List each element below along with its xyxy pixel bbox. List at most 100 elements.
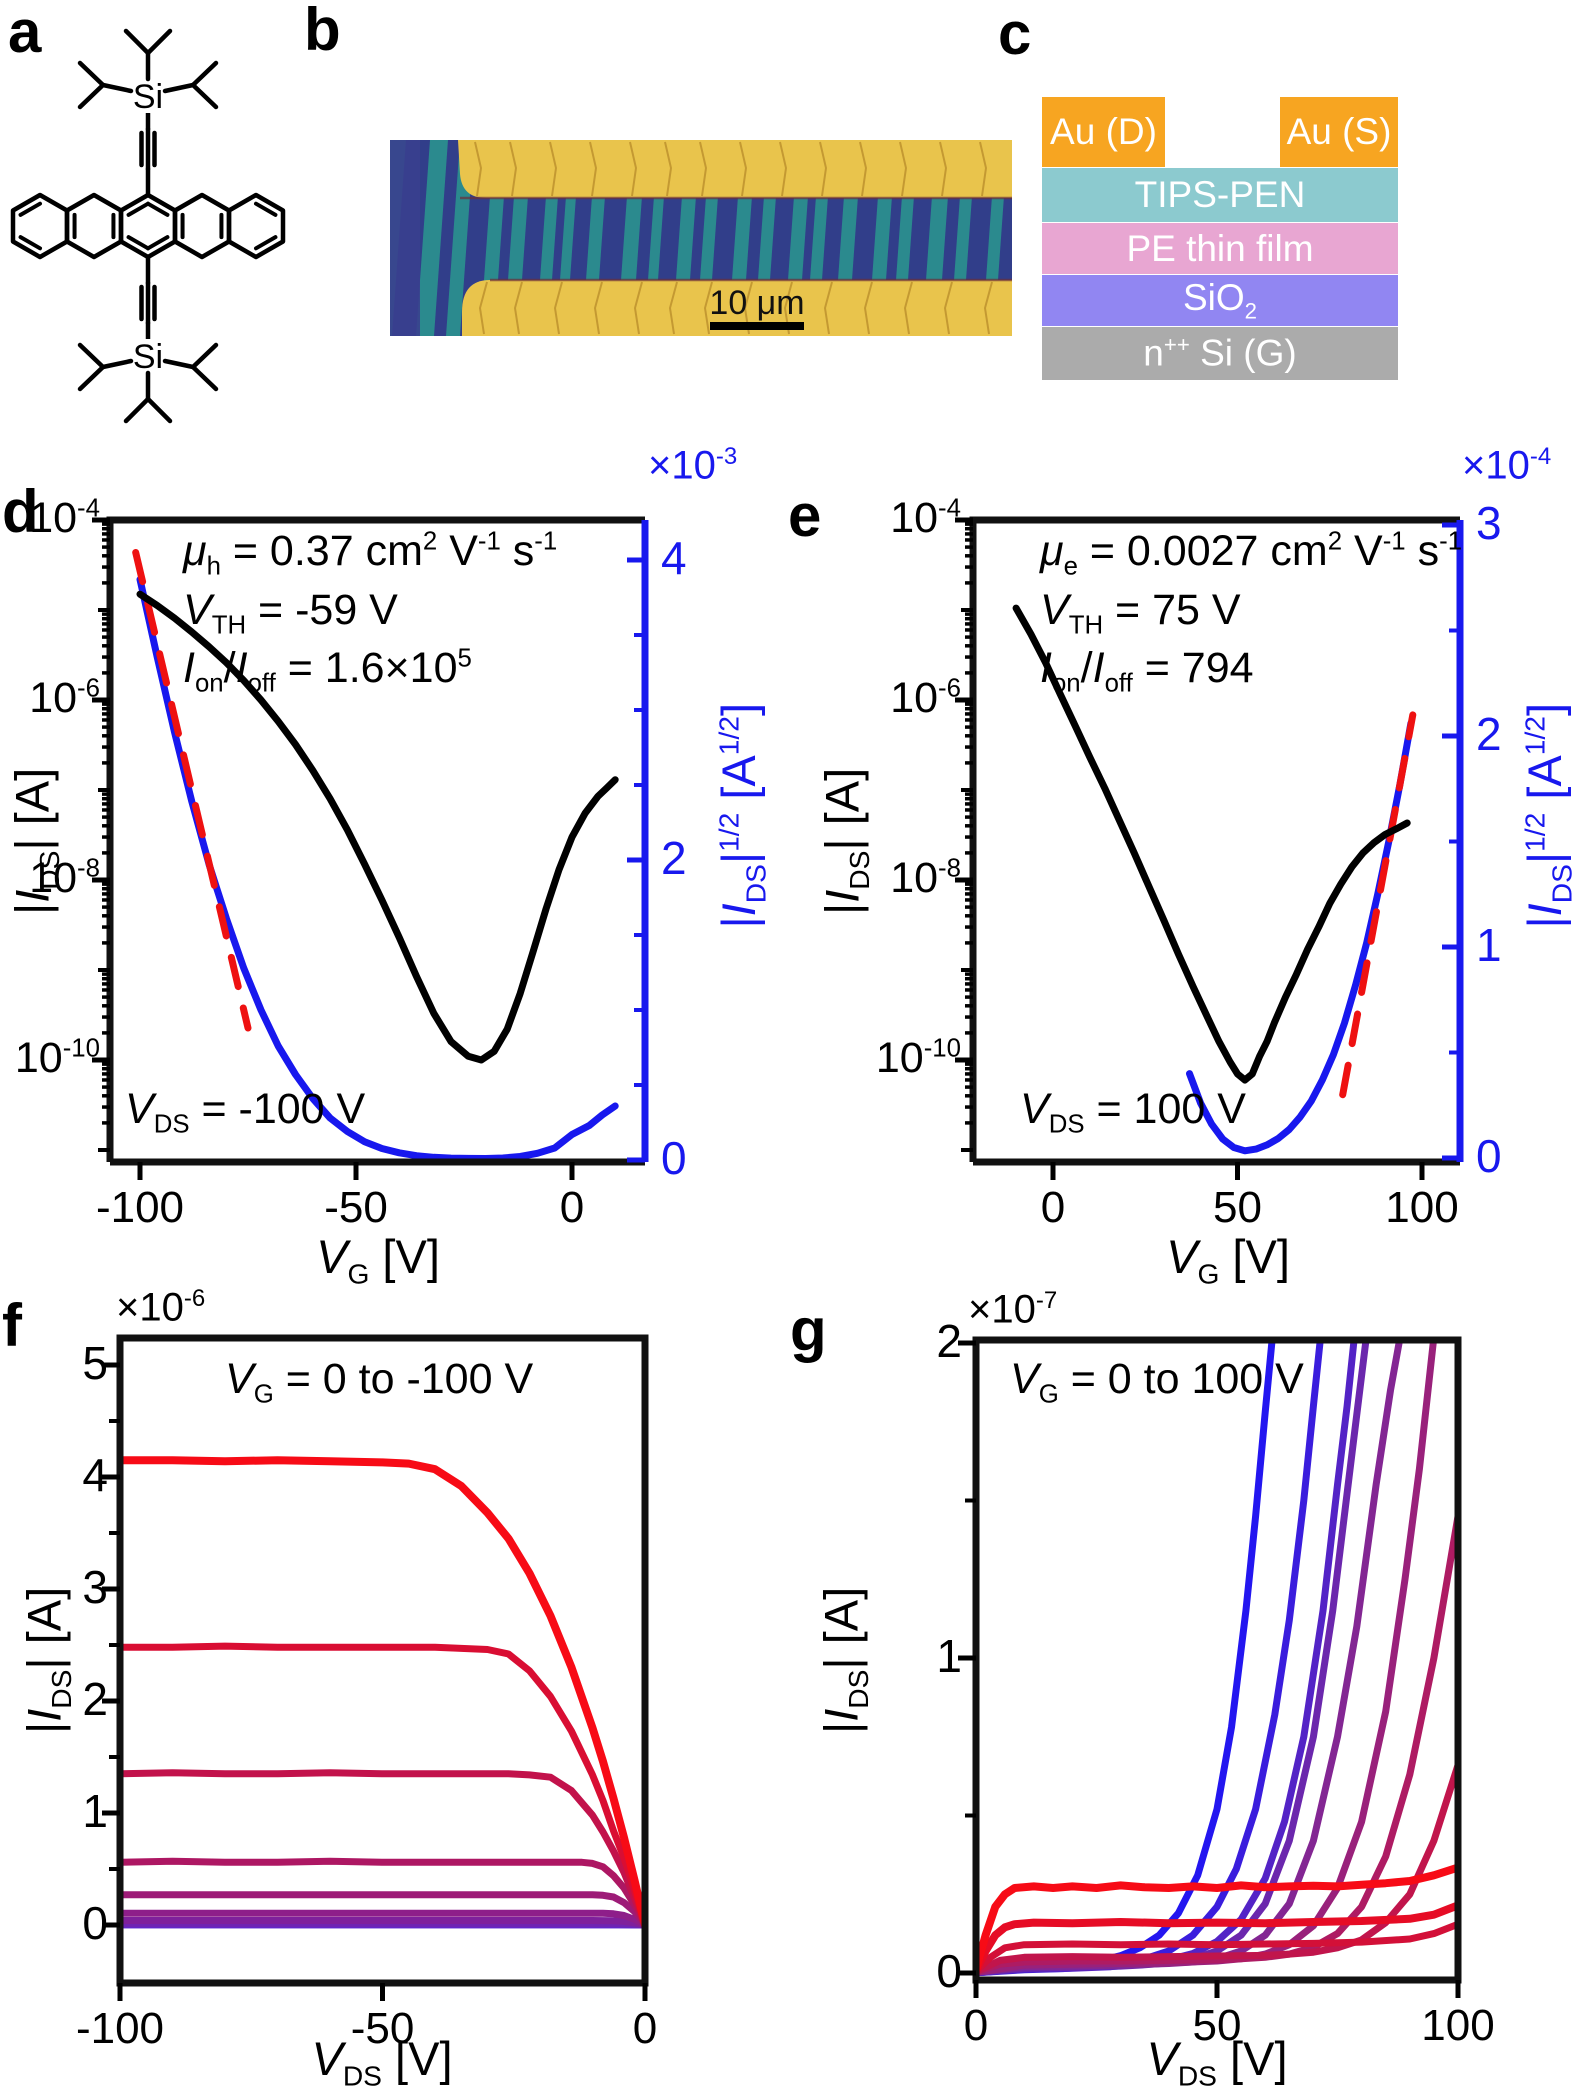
y-tick-label: 10-6	[890, 674, 961, 722]
crack-line	[509, 141, 518, 197]
schematic-layer-label: Au (D)	[1050, 111, 1157, 152]
transfer-current	[136, 590, 619, 1064]
schematic-layer-n-si-g-: n++ Si (G)	[1042, 327, 1398, 380]
crack-line	[979, 141, 988, 197]
schematic-layer-tips-pen: TIPS-PEN	[1042, 168, 1398, 222]
right-tick-label: 2	[661, 832, 687, 884]
transfer-current	[1012, 604, 1411, 1084]
output-curve-vg-30	[976, 1761, 1458, 1976]
y-tick-label: 2	[82, 1673, 108, 1725]
scale-bar-label: 10 μm	[709, 284, 804, 322]
crack-line	[474, 141, 483, 197]
bond	[123, 28, 151, 56]
panel-label-e: e	[788, 482, 822, 549]
annotation: μe = 0.0027 cm2 V-1 s-1	[1040, 527, 1463, 581]
x-tick-label: 0	[559, 1183, 585, 1232]
annotation: VDS = -100 V	[125, 1085, 366, 1139]
crack-line	[553, 281, 563, 335]
crack-line	[823, 281, 833, 335]
film-edge	[390, 140, 420, 336]
si-label-bottom: Si	[133, 338, 163, 376]
right-axis-label: |IDS|1/2 [A1/2]	[711, 702, 772, 929]
y-tick-label: 10-8	[29, 854, 100, 902]
right-tick-label: 0	[1476, 1130, 1502, 1182]
linear-fit	[132, 549, 252, 1032]
chart-d-curves	[132, 549, 619, 1162]
y-tick-label: 3	[82, 1561, 108, 1613]
right-tick-label: 2	[1476, 708, 1502, 760]
bond	[123, 396, 151, 424]
y-tick-label: 0	[936, 1945, 962, 1997]
crack-line	[629, 141, 638, 197]
bond	[18, 201, 42, 217]
schematic-layer-au-d-: Au (D)	[1042, 97, 1165, 167]
bond	[18, 235, 42, 251]
crack-line	[859, 141, 868, 197]
x-axis-label: VG [V]	[316, 1230, 440, 1290]
panel-label-f: f	[2, 1292, 22, 1359]
panel-label-c: c	[998, 0, 1032, 67]
bond	[190, 342, 219, 370]
x-tick-label: 0	[632, 2004, 658, 2053]
micrograph-image: 10 μm	[390, 140, 1012, 336]
y-tick-label: 4	[82, 1449, 108, 1501]
bond	[254, 235, 278, 251]
output-curve-vg-20	[976, 1920, 1458, 1975]
bond	[254, 201, 278, 217]
bond	[100, 358, 134, 370]
crack-line	[819, 141, 828, 197]
output-curve-vg--60	[120, 1891, 645, 1929]
crack-line	[863, 281, 873, 335]
schematic-layer-label: PE thin film	[1126, 227, 1314, 269]
output-curve-vg--70	[120, 1857, 645, 1929]
chemical-structure: Si Si	[10, 28, 286, 424]
y-scale-note: ×10-6	[116, 1285, 206, 1330]
x-axis-label: VDS [V]	[311, 2032, 453, 2088]
right-scale-note: ×10-3	[648, 443, 738, 488]
annotation: VTH = 75 V	[1040, 586, 1241, 640]
si-bg	[131, 79, 165, 113]
annotation: μh = 0.37 cm2 V-1 s-1	[183, 527, 558, 581]
crack-line	[589, 141, 598, 197]
crack-line	[903, 281, 913, 335]
x-tick-label: 100	[1421, 2001, 1495, 2050]
crack-line	[779, 141, 788, 197]
schematic-layer-sio-: SiO2	[1042, 275, 1398, 326]
right-axis-label: |IDS|1/2 [A1/2]	[1517, 702, 1575, 929]
x-tick-label: 0	[963, 2001, 989, 2050]
y-axis-label: |IDS| [A]	[5, 767, 65, 916]
bond	[126, 235, 150, 251]
crack-line	[699, 141, 708, 197]
right-scale-note: ×10-4	[1462, 443, 1552, 488]
schematic-layer-pe-thin-film: PE thin film	[1042, 223, 1398, 274]
bond	[77, 364, 106, 392]
chart-e-curves	[1012, 604, 1417, 1155]
bond	[77, 342, 106, 370]
schematic-layer-label: TIPS-PEN	[1134, 174, 1306, 215]
device-schematic: Au (D) Au (S) TIPS-PEN PE thin film SiO2 n++ …	[1042, 95, 1398, 380]
y-tick-label: 10-6	[29, 674, 100, 722]
y-scale-note: ×10-7	[968, 1287, 1058, 1332]
chart-g-curves	[976, 1340, 1458, 1977]
output-curve-vg--80	[120, 1769, 645, 1929]
annotation: VG = 0 to -100 V	[225, 1355, 534, 1409]
si-label-top: Si	[133, 78, 163, 116]
y-axis-label: |IDS| [A]	[815, 767, 875, 916]
y-tick-label: 10-4	[890, 494, 961, 542]
panel-label-d: d	[2, 478, 39, 545]
output-curve-vg--100	[120, 1456, 645, 1929]
x-tick-label: 50	[1213, 1183, 1262, 1232]
crack-line	[664, 141, 673, 197]
crack-line	[703, 281, 713, 335]
crack-line	[939, 141, 948, 197]
y-tick-label: 0	[82, 1897, 108, 1949]
sqrt-current	[136, 576, 619, 1162]
crystal-stripe	[434, 140, 460, 336]
bond	[146, 201, 170, 217]
chart-f-curves	[120, 1456, 645, 1929]
schematic-layer-label: Au (S)	[1286, 111, 1392, 152]
bond	[146, 235, 170, 251]
panel-label-g: g	[790, 1296, 827, 1363]
x-axis-label: VG [V]	[1166, 1230, 1290, 1290]
annotation: Ion/Ioff = 1.6×105	[183, 644, 472, 698]
